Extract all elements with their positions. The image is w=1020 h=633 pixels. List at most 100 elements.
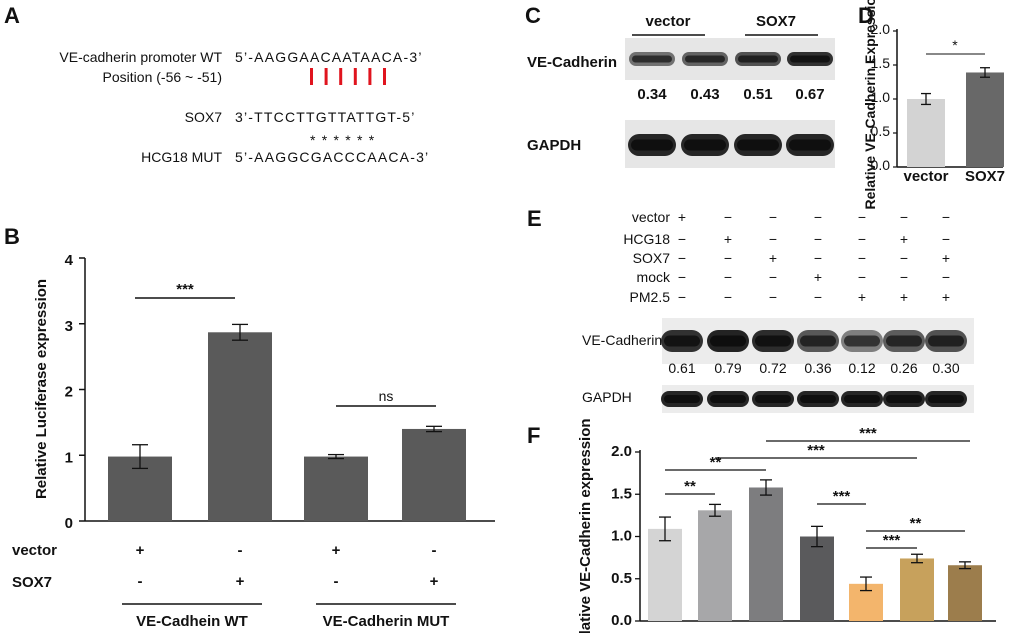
b-sign-sox7: + (236, 573, 245, 590)
f-significance-label: ** (710, 454, 722, 471)
band-core (737, 139, 779, 151)
sequence-row-label: SOX7 (185, 109, 223, 125)
e-condition-sign: − (724, 250, 732, 266)
e-condition-sign: − (858, 269, 866, 285)
band-core (632, 55, 672, 63)
blot-protein-label: VE-Cadherin (527, 54, 617, 71)
band-core (664, 395, 700, 403)
e-blot-band-ve (661, 330, 703, 352)
e-condition-sign: − (900, 250, 908, 266)
e-condition-sign: − (678, 269, 686, 285)
e-blot-quant-value: 0.26 (890, 360, 917, 376)
e-blot-quant-value: 0.79 (714, 360, 741, 376)
e-condition-sign: − (769, 209, 777, 225)
e-condition-sign: − (942, 209, 950, 225)
sequence-row-label: Position (-56 ~ -51) (103, 69, 222, 85)
f-significance-label: *** (859, 425, 877, 442)
f-error-bar (811, 525, 823, 548)
band-core (631, 139, 673, 151)
f-bar (648, 528, 682, 621)
d-y-axis-label: Relative VE-Cadherin Expression (862, 0, 878, 209)
sequence-text: 5’-AAGGCGACCCAACA-3’ (235, 149, 429, 165)
e-condition-label: SOX7 (633, 250, 671, 266)
blot-band-ve (682, 52, 728, 66)
panel-label-f: F (527, 423, 540, 448)
e-blot-quant-value: 0.36 (804, 360, 831, 376)
e-condition-sign: + (769, 250, 777, 266)
f-error-bar (659, 516, 671, 542)
band-core (664, 335, 700, 347)
mutation-stars: * * * * * * (310, 132, 375, 148)
e-blot-band-gapdh (841, 391, 883, 407)
d-x-tick-label: SOX7 (965, 168, 1005, 185)
e-blot-band-gapdh (661, 391, 703, 407)
blot-band-ve (735, 52, 781, 66)
e-condition-sign: + (678, 209, 686, 225)
band-core (886, 335, 922, 347)
band-core (755, 395, 791, 403)
b-row-label: vector (12, 542, 57, 559)
d-error-bar (980, 67, 990, 78)
b-sign-sox7: - (334, 573, 339, 590)
f-significance-label: ** (910, 515, 922, 532)
e-blot-band-ve (752, 330, 794, 352)
e-condition-sign: − (678, 289, 686, 305)
binding-site-tick (324, 68, 328, 85)
e-condition-label: PM2.5 (630, 289, 671, 305)
band-core (710, 335, 746, 347)
d-y-tick-label: 1.0 (871, 89, 891, 105)
b-y-tick-label: 3 (65, 318, 73, 335)
blot-band-ve (629, 52, 675, 66)
e-condition-sign: − (858, 231, 866, 247)
e-condition-sign: − (769, 231, 777, 247)
b-y-tick-label: 0 (65, 515, 73, 532)
e-blot-quant-value: 0.12 (848, 360, 875, 376)
blot-band-ve (787, 52, 833, 66)
e-condition-sign: − (900, 209, 908, 225)
e-blot-band-gapdh (925, 391, 967, 407)
blot-quant-value: 0.51 (743, 86, 772, 103)
band-core (738, 55, 778, 63)
blot-loading-label: GAPDH (527, 137, 581, 154)
panel-label-e: E (527, 206, 542, 231)
b-sign-sox7: + (430, 573, 439, 590)
blot-band-gapdh (786, 134, 834, 156)
f-bar (900, 558, 934, 621)
e-blot-band-gapdh (707, 391, 749, 407)
e-condition-sign: − (724, 209, 732, 225)
e-condition-sign: − (942, 231, 950, 247)
b-significance-label: *** (176, 281, 194, 298)
band-core (844, 395, 880, 403)
band-core (789, 139, 831, 151)
panel-label-b: B (4, 224, 20, 249)
e-condition-sign: − (814, 250, 822, 266)
b-sign-sox7: - (138, 573, 143, 590)
binding-site-tick (383, 68, 386, 85)
e-condition-sign: − (769, 269, 777, 285)
e-condition-sign: − (724, 289, 732, 305)
b-group-label: VE-Cadherin MUT (323, 613, 450, 630)
band-core (710, 395, 746, 403)
f-y-tick-label: 0.5 (611, 570, 632, 587)
blot-group-label: SOX7 (756, 13, 796, 30)
blot-band-gapdh (681, 134, 729, 156)
e-blot-quant-value: 0.61 (668, 360, 695, 376)
b-y-tick-label: 4 (65, 252, 74, 269)
sequence-row-label: HCG18 MUT (141, 149, 222, 165)
d-bar (966, 72, 1004, 167)
e-condition-sign: + (900, 231, 908, 247)
b-y-tick-label: 2 (65, 384, 73, 401)
f-bar (749, 487, 783, 621)
e-condition-sign: − (814, 289, 822, 305)
b-bar (402, 428, 466, 521)
band-core (790, 55, 830, 63)
blot-quant-value: 0.43 (690, 86, 719, 103)
d-y-tick-label: 0.5 (871, 123, 891, 139)
f-significance-label: *** (883, 532, 901, 549)
band-core (800, 335, 836, 347)
blot-quant-value: 0.34 (637, 86, 667, 103)
b-y-tick-label: 1 (65, 449, 73, 466)
e-blot-band-ve (707, 330, 749, 352)
b-error-bar (232, 323, 248, 341)
